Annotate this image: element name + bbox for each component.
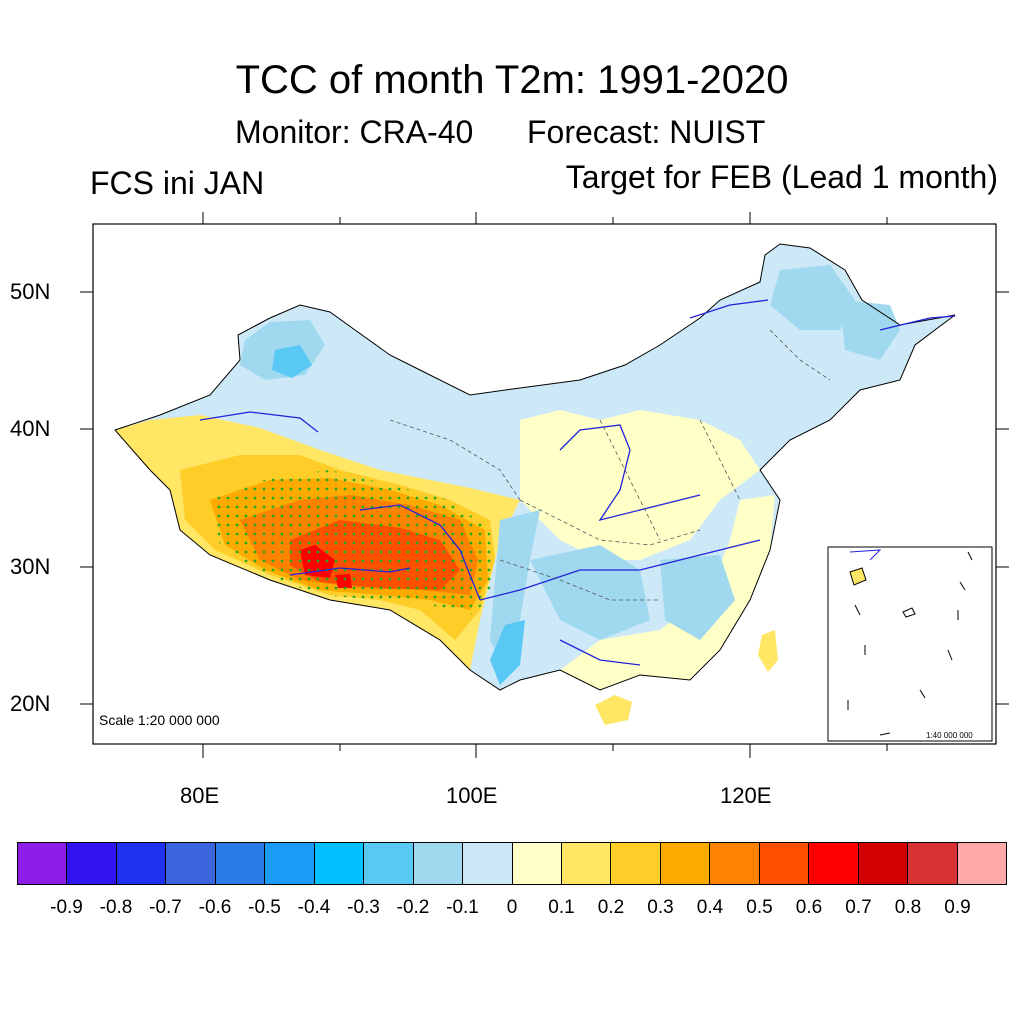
colorbar-swatch: [660, 843, 711, 884]
target-label: Target for FEB (Lead 1 month): [565, 159, 998, 195]
colorbar-swatch: [957, 843, 1007, 884]
rivers: [199, 299, 956, 666]
map-scale-label: Scale 1:20 000 000: [99, 712, 220, 728]
colorbar-label: -0.2: [396, 897, 430, 918]
colorbar-swatch: [858, 843, 909, 884]
colorbar-swatch: [759, 843, 810, 884]
colorbar-label: 0.5: [746, 897, 773, 918]
lon-label-80e: 80E: [180, 783, 220, 808]
china-border: [114, 243, 956, 691]
colorbar-swatch: [18, 843, 68, 884]
colorbar-label: 0.6: [795, 897, 823, 918]
colorbar-label: -0.8: [99, 897, 133, 918]
colorbar-label: -0.7: [149, 897, 182, 918]
lat-label-30n: 30N: [10, 554, 51, 579]
china-fill: [115, 244, 955, 725]
colorbar-swatch: [364, 843, 414, 884]
colorbar-swatch: [710, 843, 760, 884]
colorbar-label: -0.4: [297, 897, 331, 918]
lon-label-100e: 100E: [446, 783, 498, 808]
inset-scale-label: 1:40 000 000: [926, 731, 973, 740]
colorbar-label: 0.4: [696, 897, 724, 918]
lat-label-50n: 50N: [10, 279, 51, 304]
colorbar-label: -0.5: [248, 897, 281, 918]
colorbar-label: 0.7: [845, 897, 872, 918]
colorbar-swatch: [463, 843, 513, 884]
colorbar-swatch: [512, 843, 562, 884]
province-borders: [389, 329, 831, 601]
lat-label-40n: 40N: [10, 416, 51, 441]
axis-ticks: [80, 212, 1009, 758]
colorbar-swatch: [265, 843, 315, 884]
colorbar-swatch: [116, 843, 167, 884]
colorbar-label: -0.6: [198, 897, 232, 918]
lat-label-20n: 20N: [10, 691, 51, 716]
monitor-label: Monitor: CRA-40: [235, 114, 474, 150]
colorbar-label: 0.8: [894, 897, 922, 918]
colorbar-swatch: [561, 843, 612, 884]
colorbar-label: 0.9: [944, 897, 971, 918]
colorbar-label: 0.1: [548, 897, 575, 918]
colorbar-swatch: [67, 843, 117, 884]
colorbar-label: 0: [506, 897, 518, 918]
colorbar-swatch: [215, 843, 266, 884]
south-china-sea-inset: [847, 549, 973, 736]
fcs-init-label: FCS ini JAN: [90, 165, 265, 201]
colorbar-swatch: [611, 843, 661, 884]
colorbar-swatch: [166, 843, 216, 884]
colorbar-label: 0.3: [647, 897, 674, 918]
colorbar-label: 0.2: [597, 897, 625, 918]
colorbar-label: -0.1: [446, 897, 479, 918]
map-plot: [80, 212, 1009, 758]
colorbar-swatch: [413, 843, 464, 884]
colorbar-swatch: [809, 843, 859, 884]
colorbar-swatch: [908, 843, 958, 884]
colorbar-swatch: [314, 843, 365, 884]
colorbar: [17, 842, 1007, 885]
forecast-label: Forecast: NUIST: [527, 114, 766, 150]
chart-title: TCC of month T2m: 1991-2020: [235, 58, 789, 102]
colorbar-label: -0.9: [50, 897, 83, 918]
colorbar-label: -0.3: [347, 897, 380, 918]
lon-label-120e: 120E: [720, 783, 772, 808]
